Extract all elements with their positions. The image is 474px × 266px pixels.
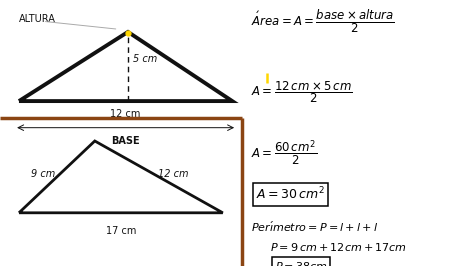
Text: 17 cm: 17 cm (106, 226, 136, 236)
Text: ALTURA: ALTURA (19, 14, 56, 24)
Text: $A = 30\,cm^2$: $A = 30\,cm^2$ (256, 186, 325, 203)
Text: $A = \dfrac{12\,cm \times 5\,cm}{2}$: $A = \dfrac{12\,cm \times 5\,cm}{2}$ (251, 80, 353, 106)
Text: 5 cm: 5 cm (133, 53, 157, 64)
Text: 12 cm: 12 cm (158, 169, 188, 179)
Text: BASE: BASE (111, 136, 140, 146)
Text: $\it{Per\acute{\imath}metro} = P = l + l + l$: $\it{Per\acute{\imath}metro} = P = l + l… (251, 219, 378, 234)
Text: $A = \dfrac{60\,cm^2}{2}$: $A = \dfrac{60\,cm^2}{2}$ (251, 138, 317, 168)
Text: $\it{\acute{A}rea} = A = \dfrac{base \times altura}{2}$: $\it{\acute{A}rea} = A = \dfrac{base \ti… (251, 8, 395, 35)
Text: $P = 38cm$: $P = 38cm$ (275, 260, 328, 266)
Text: 12 cm: 12 cm (110, 109, 141, 119)
Text: $P = 9\,cm + 12cm + 17cm$: $P = 9\,cm + 12cm + 17cm$ (270, 241, 407, 253)
Text: 9 cm: 9 cm (30, 169, 55, 179)
